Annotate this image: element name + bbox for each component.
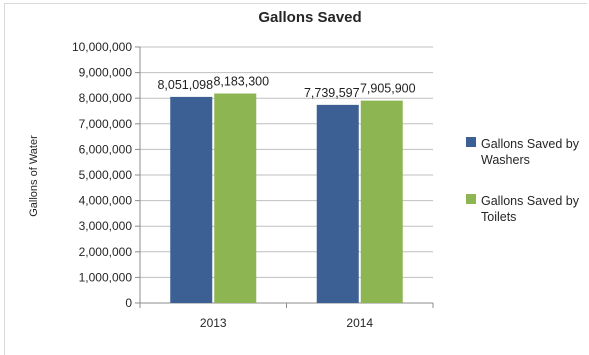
bars — [170, 94, 403, 303]
y-tick-label: 5,000,000 — [79, 168, 133, 182]
legend-label: Gallons Saved by — [481, 137, 580, 151]
y-tick-label: 4,000,000 — [79, 194, 133, 208]
data-label: 8,051,098 — [157, 78, 213, 92]
data-label: 7,739,597 — [304, 86, 360, 100]
y-tick-label: 7,000,000 — [79, 117, 133, 131]
chart-title: Gallons Saved — [258, 9, 361, 26]
legend-swatch — [466, 137, 476, 147]
legend-label: Washers — [481, 153, 530, 167]
y-tick-label: 10,000,000 — [72, 40, 132, 54]
y-tick-label: 8,000,000 — [79, 91, 133, 105]
y-axis-ticks: 0 1,000,000 2,000,000 3,000,000 4,000,000 5,0… — [72, 40, 132, 310]
data-label: 8,183,300 — [213, 75, 269, 89]
y-tick-label: 3,000,000 — [79, 219, 133, 233]
data-label: 7,905,900 — [360, 82, 416, 96]
legend-label: Toilets — [481, 210, 516, 224]
legend: Gallons Saved by Washers Gallons Saved by T… — [466, 137, 580, 224]
data-labels: 8,051,098 8,183,300 7,739,597 7,905,900 — [157, 75, 415, 100]
bar-2014-toilets — [361, 101, 403, 303]
x-tick-label: 2014 — [346, 316, 373, 330]
x-axis-ticks: 2013 2014 — [200, 316, 374, 330]
y-tick-label: 0 — [125, 296, 132, 310]
legend-label: Gallons Saved by — [481, 194, 580, 208]
bar-2013-washers — [170, 97, 212, 303]
bar-2014-washers — [317, 105, 359, 303]
y-tick-label: 9,000,000 — [79, 66, 133, 80]
legend-swatch — [466, 194, 476, 204]
bar-2013-toilets — [214, 94, 256, 303]
y-tick-label: 6,000,000 — [79, 142, 133, 156]
y-tick-label: 2,000,000 — [79, 245, 133, 259]
y-axis-label: Gallons of Water — [28, 135, 40, 217]
x-tick-label: 2013 — [200, 316, 227, 330]
y-tick-label: 1,000,000 — [79, 270, 133, 284]
